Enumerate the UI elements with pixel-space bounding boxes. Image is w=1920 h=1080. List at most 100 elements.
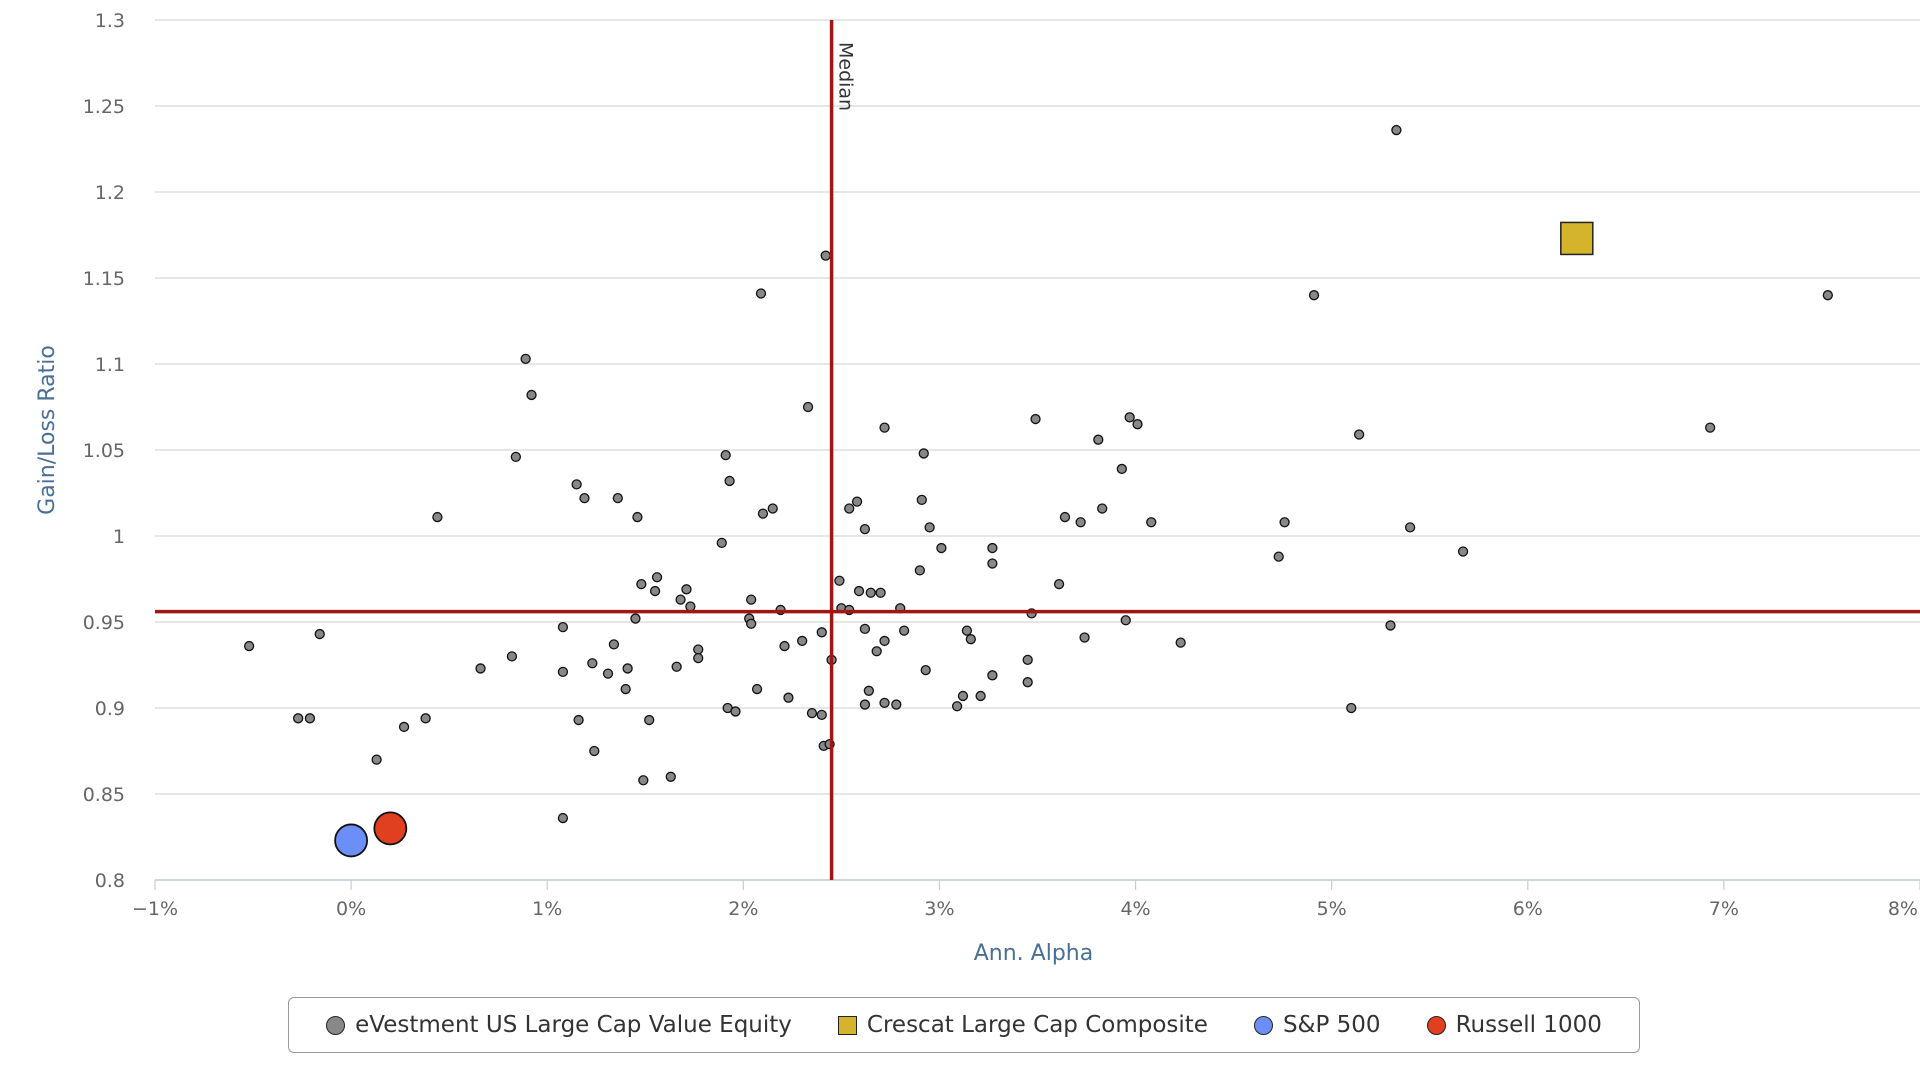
legend-item[interactable]: S&P 500	[1253, 1012, 1381, 1038]
data-point	[1308, 290, 1320, 301]
data-point	[1132, 419, 1143, 430]
y-tick-label: 1.3	[95, 10, 125, 32]
data-point	[1404, 522, 1416, 533]
data-point	[1385, 620, 1396, 631]
x-tick-label: 7%	[1709, 898, 1739, 920]
data-point	[475, 663, 486, 674]
legend-circle-icon	[1426, 1015, 1446, 1035]
data-point	[757, 508, 769, 519]
data-point	[1079, 632, 1090, 643]
data-point	[724, 475, 735, 487]
data-point	[334, 823, 369, 858]
data-point	[767, 503, 778, 514]
data-point	[1353, 429, 1365, 440]
data-point	[681, 584, 692, 595]
data-point	[665, 771, 676, 782]
data-point	[1560, 221, 1594, 256]
data-point	[891, 699, 902, 710]
median-label: Median	[835, 42, 857, 111]
data-point	[918, 448, 929, 459]
x-tick-label: 8%	[1888, 898, 1918, 920]
legend-label: Russell 1000	[1455, 1012, 1602, 1038]
data-point	[571, 479, 582, 490]
y-tick-label: 1.1	[95, 354, 125, 376]
data-point	[620, 683, 631, 695]
x-axis-title: Ann. Alpha	[974, 941, 1093, 966]
data-point	[685, 601, 696, 612]
legend-label: S&P 500	[1282, 1012, 1381, 1038]
data-point	[1030, 413, 1041, 425]
data-point	[802, 401, 814, 413]
data-point	[1022, 677, 1033, 688]
data-point	[304, 713, 316, 724]
data-point	[636, 579, 647, 590]
data-point	[1822, 290, 1833, 301]
data-point	[957, 690, 969, 702]
data-point	[755, 288, 767, 299]
data-point	[865, 587, 876, 598]
data-point	[975, 690, 986, 702]
data-point	[1279, 517, 1290, 528]
x-tick-label: 6%	[1513, 898, 1543, 920]
data-point	[961, 625, 973, 636]
data-point	[1075, 517, 1086, 528]
data-point	[1457, 546, 1469, 557]
data-point	[844, 503, 855, 514]
data-point	[783, 692, 794, 703]
data-point	[898, 625, 910, 636]
data-point	[746, 618, 757, 629]
x-tick-label: 3%	[924, 898, 954, 920]
x-axis-ticks: −1% 0% 1% 2% 3% 4% 5% 6% 7% 8%	[132, 880, 1920, 920]
data-point	[879, 697, 890, 708]
data-point	[797, 635, 808, 647]
data-point	[834, 575, 845, 586]
data-point	[936, 542, 947, 554]
data-point	[632, 511, 643, 523]
data-point	[693, 652, 704, 664]
data-point	[987, 670, 998, 681]
data-point	[293, 713, 304, 724]
data-point	[1146, 517, 1157, 528]
data-point	[649, 585, 661, 597]
legend-label: eVestment US Large Cap Value Equity	[355, 1012, 792, 1038]
chart-legend: eVestment US Large Cap Value Equity Cresc…	[288, 997, 1640, 1053]
legend-item[interactable]: Russell 1000	[1426, 1012, 1602, 1038]
data-point	[863, 685, 874, 696]
data-point	[1124, 412, 1135, 423]
x-tick-label: 5%	[1317, 898, 1347, 920]
data-point	[432, 511, 443, 523]
data-point	[675, 594, 686, 605]
data-point	[746, 594, 757, 605]
data-point	[871, 646, 882, 657]
data-point	[587, 658, 598, 669]
data-point	[1120, 615, 1131, 626]
y-tick-label: 1.25	[83, 96, 125, 118]
data-point	[1053, 579, 1065, 590]
x-tick-label: 1%	[532, 898, 562, 920]
data-point	[879, 635, 890, 647]
data-point	[965, 634, 976, 645]
x-tick-label: 2%	[728, 898, 758, 920]
legend-item[interactable]: Crescat Large Cap Composite	[837, 1012, 1208, 1038]
data-point	[987, 542, 998, 554]
data-point	[920, 665, 931, 676]
data-point	[671, 661, 682, 672]
data-point	[644, 714, 655, 726]
legend-item[interactable]: eVestment US Large Cap Value Equity	[326, 1012, 792, 1038]
data-point	[520, 353, 531, 364]
data-point	[1059, 511, 1071, 523]
y-axis-title: Gain/Loss Ratio	[35, 345, 60, 515]
data-point	[820, 250, 831, 261]
data-point	[730, 706, 741, 717]
data-point	[1097, 503, 1108, 514]
data-point	[693, 644, 704, 655]
data-point	[1022, 654, 1033, 665]
data-point	[638, 775, 649, 786]
data-point	[243, 640, 255, 652]
data-point	[314, 628, 325, 640]
data-point	[420, 713, 431, 724]
data-point	[1175, 637, 1186, 648]
data-point	[1273, 551, 1284, 562]
data-point	[526, 389, 537, 401]
